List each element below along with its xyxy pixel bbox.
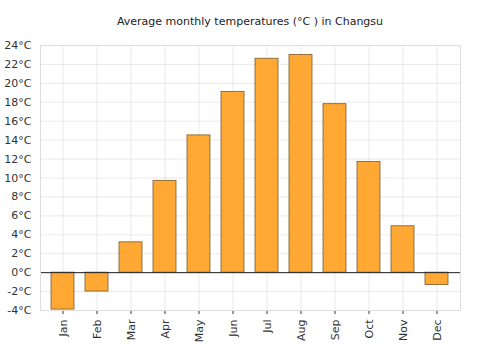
svg-text:Nov: Nov [397,319,410,341]
svg-text:2°C: 2°C [11,247,31,260]
svg-text:0°C: 0°C [11,266,31,279]
svg-text:10°C: 10°C [4,172,31,185]
svg-text:14°C: 14°C [4,134,31,147]
svg-text:22°C: 22°C [4,58,31,71]
svg-text:Jun: Jun [227,319,240,337]
svg-text:16°C: 16°C [4,115,31,128]
svg-text:6°C: 6°C [11,209,31,222]
svg-text:Jul: Jul [261,320,274,334]
svg-text:24°C: 24°C [4,39,31,52]
svg-text:20°C: 20°C [4,77,31,90]
svg-text:12°C: 12°C [4,153,31,166]
svg-text:18°C: 18°C [4,96,31,109]
html-text:Average monthly temperatures (: Average monthly temperatures (°C ) in Ch… [116,15,384,28]
svg-text:Jan: Jan [57,319,70,337]
svg-text:Oct: Oct [363,319,376,339]
svg-text:Sep: Sep [329,319,342,340]
svg-text:Apr: Apr [159,319,172,339]
svg-text:4°C: 4°C [11,228,31,241]
svg-text:-4°C: -4°C [7,304,31,317]
svg-text:Dec: Dec [431,320,444,341]
svg-text:May: May [193,319,206,342]
svg-text:Aug: Aug [295,320,308,341]
svg-text:-2°C: -2°C [7,285,31,298]
svg-text:8°C: 8°C [11,190,31,203]
svg-text:Feb: Feb [91,319,104,338]
svg-text:Mar: Mar [125,319,138,340]
